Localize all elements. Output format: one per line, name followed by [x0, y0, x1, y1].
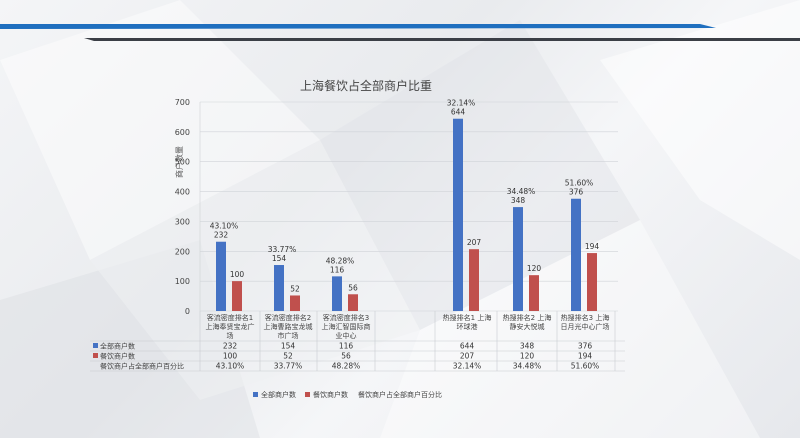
category-label: 热搜排名1 上海 — [443, 313, 492, 322]
table-cell: 34.48% — [513, 362, 542, 371]
category-label: 客流密度排名3 — [323, 313, 369, 322]
header-gray-bar — [84, 38, 800, 41]
category-label: 上海曹路宝龙城 — [264, 322, 313, 331]
legend-label-percent: 餐饮商户占全部商户百分比 — [358, 390, 442, 399]
table-cell: 644 — [460, 342, 475, 351]
data-label-percent: 48.28% — [326, 256, 355, 265]
percent-labels: 43.10% 33.77% 48.28% 32.14% 34.48% 51.60% — [210, 99, 594, 266]
table-row-label: 全部商户数 — [100, 342, 135, 351]
y-tick-label: 100 — [175, 277, 190, 286]
table-cell: 56 — [341, 352, 351, 361]
category-label: 静安大悦城 — [510, 322, 545, 331]
data-label-all: 644 — [451, 108, 466, 117]
category-label: 热搜排名3 上海 — [561, 313, 610, 322]
table-cell: 232 — [223, 342, 238, 351]
table-cell: 51.60% — [571, 362, 600, 371]
bar-all-merchants — [453, 118, 463, 311]
legend-key-all — [253, 392, 258, 397]
data-label-all: 154 — [272, 254, 287, 263]
bar-food-merchants — [529, 275, 539, 311]
data-label-percent: 32.14% — [447, 99, 476, 108]
table-cell: 116 — [339, 342, 354, 351]
data-label-all: 232 — [214, 231, 229, 240]
y-tick-labels: 0 100 200 300 400 500 600 700 — [175, 98, 190, 316]
y-tick-label: 300 — [175, 217, 190, 226]
y-tick-label: 700 — [175, 98, 190, 107]
bar-all-merchants — [216, 241, 226, 311]
table-row-label: 餐饮商户占全部商户百分比 — [100, 362, 184, 371]
data-label-all: 376 — [569, 188, 584, 197]
table-row-label: 餐饮商户数 — [100, 352, 135, 361]
legend-key-food — [305, 392, 310, 397]
header-blue-bar — [0, 24, 716, 29]
category-label: 客流密度排名1 — [207, 313, 253, 322]
legend-label-food: 餐饮商户数 — [313, 390, 348, 399]
table-cell: 33.77% — [274, 362, 303, 371]
table-cell: 376 — [578, 342, 593, 351]
data-label-percent: 33.77% — [268, 245, 297, 254]
bar-all-merchants — [571, 198, 581, 311]
y-tick-label: 200 — [175, 247, 190, 256]
data-label-food: 56 — [348, 283, 358, 292]
legend: 全部商户数 餐饮商户数 餐饮商户占全部商户百分比 — [253, 390, 442, 399]
legend-label-all: 全部商户数 — [261, 390, 296, 399]
bar-food-merchants — [290, 295, 300, 311]
y-tick-label: 400 — [175, 188, 190, 197]
bar-all-merchants — [274, 265, 284, 311]
table-cell: 100 — [223, 352, 238, 361]
data-label-percent: 51.60% — [565, 179, 594, 188]
category-label: 客流密度排名2 — [265, 313, 311, 322]
category-label: 环球港 — [457, 322, 478, 331]
data-label-food: 52 — [290, 284, 300, 293]
table-cell: 207 — [460, 352, 475, 361]
data-label-percent: 43.10% — [210, 222, 239, 231]
chart-title: 上海餐饮占全部商户比重 — [300, 78, 432, 93]
data-label-food: 100 — [230, 270, 245, 279]
category-label: 上海奉贤宝龙广 — [206, 322, 255, 331]
data-label-all: 348 — [511, 196, 526, 205]
table-legend-key — [93, 353, 98, 358]
bar-all-merchants — [513, 207, 523, 311]
y-tick-label: 500 — [175, 158, 190, 167]
bar-food-merchants — [469, 249, 479, 311]
category-label: 市广场 — [278, 331, 299, 340]
data-label-food: 120 — [527, 264, 542, 273]
table-cell: 48.28% — [332, 362, 361, 371]
table-cell: 194 — [578, 352, 593, 361]
table-cell: 120 — [520, 352, 535, 361]
table-cell: 32.14% — [453, 362, 482, 371]
gridlines — [199, 101, 618, 312]
bar-all-merchants — [332, 276, 342, 311]
y-tick-label: 600 — [175, 128, 190, 137]
data-label-food: 194 — [585, 242, 600, 251]
table-cell: 348 — [520, 342, 535, 351]
y-axis-label: 商户数量 — [174, 146, 184, 178]
category-label: 场 — [227, 331, 234, 340]
table-cell: 52 — [283, 352, 293, 361]
category-label: 热搜排名2 上海 — [503, 313, 552, 322]
bar-food-merchants — [348, 294, 358, 311]
data-table: 全部商户数 232 154 116 644 348 376 餐饮商户数 100 52 56 207 12… — [90, 311, 625, 372]
category-label: 业中心 — [336, 331, 357, 340]
y-tick-label: 0 — [185, 307, 190, 316]
data-label-food: 207 — [467, 238, 482, 247]
bar-food-merchants — [587, 253, 597, 311]
category-label: 上海汇智国际商 — [322, 322, 371, 331]
table-cell: 154 — [281, 342, 296, 351]
data-label-all: 116 — [330, 265, 345, 274]
bar-food-merchants — [232, 281, 242, 311]
table-legend-key — [93, 343, 98, 348]
table-cell: 43.10% — [216, 362, 245, 371]
data-label-percent: 34.48% — [507, 187, 536, 196]
category-label: 日月光中心广场 — [561, 322, 610, 331]
